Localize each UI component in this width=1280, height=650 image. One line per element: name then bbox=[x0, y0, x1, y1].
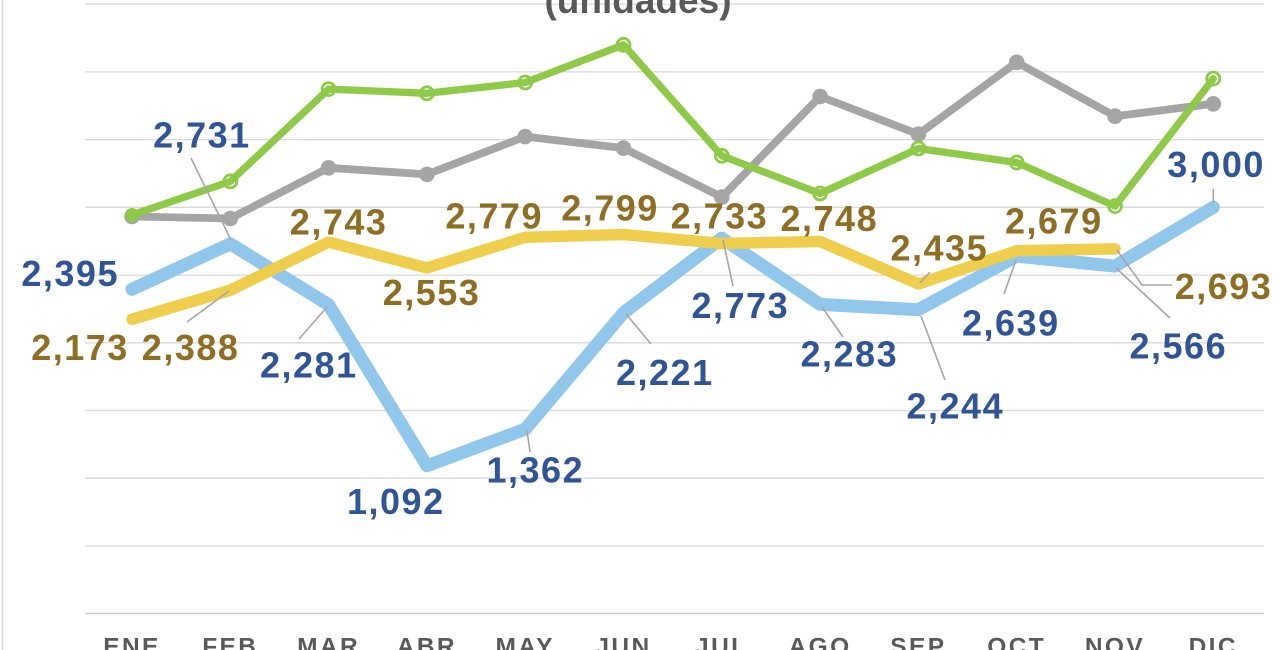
svg-text:2,748: 2,748 bbox=[781, 198, 879, 239]
svg-text:SEP: SEP bbox=[890, 634, 946, 650]
svg-text:JUN: JUN bbox=[595, 634, 651, 650]
svg-text:2,244: 2,244 bbox=[907, 385, 1005, 426]
svg-text:2,566: 2,566 bbox=[1130, 325, 1228, 366]
svg-text:2,779: 2,779 bbox=[445, 196, 543, 237]
svg-text:2,553: 2,553 bbox=[383, 272, 481, 313]
svg-text:NOV: NOV bbox=[1085, 634, 1145, 650]
svg-text:AGO: AGO bbox=[789, 634, 852, 650]
svg-text:FEB: FEB bbox=[202, 634, 258, 650]
svg-text:2,281: 2,281 bbox=[260, 344, 358, 385]
svg-text:2,395: 2,395 bbox=[21, 253, 119, 294]
svg-text:2,743: 2,743 bbox=[290, 202, 388, 243]
svg-text:JUL: JUL bbox=[695, 634, 749, 650]
svg-text:2,221: 2,221 bbox=[616, 352, 714, 393]
svg-text:ABR: ABR bbox=[397, 634, 457, 650]
svg-text:2,733: 2,733 bbox=[671, 196, 769, 237]
svg-text:DIC: DIC bbox=[1189, 634, 1238, 650]
svg-text:1,362: 1,362 bbox=[487, 449, 585, 490]
svg-text:2,679: 2,679 bbox=[1005, 200, 1103, 241]
svg-text:2,731: 2,731 bbox=[153, 114, 251, 155]
svg-text:2,388: 2,388 bbox=[142, 327, 240, 368]
svg-text:1,092: 1,092 bbox=[347, 481, 445, 522]
svg-text:2,173: 2,173 bbox=[31, 327, 129, 368]
svg-text:OCT: OCT bbox=[987, 634, 1046, 650]
svg-text:2,435: 2,435 bbox=[891, 227, 989, 268]
svg-text:MAY: MAY bbox=[495, 634, 554, 650]
svg-text:(unidades): (unidades) bbox=[544, 0, 731, 21]
svg-text:2,773: 2,773 bbox=[692, 285, 790, 326]
svg-text:MAR: MAR bbox=[297, 634, 360, 650]
svg-text:2,693: 2,693 bbox=[1175, 266, 1273, 307]
svg-text:ENE: ENE bbox=[103, 634, 161, 650]
svg-text:2,799: 2,799 bbox=[561, 188, 659, 229]
svg-text:2,283: 2,283 bbox=[801, 333, 899, 374]
svg-text:3,000: 3,000 bbox=[1167, 144, 1265, 185]
svg-text:2,639: 2,639 bbox=[962, 302, 1060, 343]
